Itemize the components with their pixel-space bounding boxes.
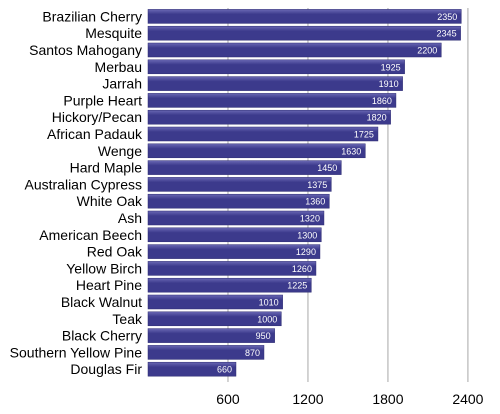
category-label: Teak: [112, 311, 143, 327]
bar: [147, 244, 321, 259]
value-label: 1260: [292, 264, 312, 274]
value-label: 2200: [417, 46, 437, 56]
value-label: 1360: [305, 197, 325, 207]
value-label: 2350: [437, 12, 457, 22]
category-label: Purple Heart: [63, 92, 142, 108]
bar: [147, 59, 405, 75]
value-label: 1300: [297, 230, 317, 240]
x-axis-tick-labels: 600 1200 1800 2400: [216, 391, 483, 407]
category-label: African Padauk: [47, 126, 143, 142]
value-label: 870: [245, 348, 260, 358]
bar: [147, 311, 282, 327]
category-label: American Beech: [39, 227, 142, 243]
category-label: Black Walnut: [61, 294, 142, 310]
bar: [147, 109, 391, 125]
category-label: Southern Yellow Pine: [10, 344, 143, 360]
bar: [147, 361, 237, 377]
bar: [147, 177, 332, 192]
category-label: Merbau: [95, 59, 142, 75]
bars: [147, 9, 462, 377]
bar: [147, 25, 461, 41]
bar: [147, 328, 275, 343]
category-label: Red Oak: [87, 244, 143, 260]
x-tick-label: 600: [216, 391, 240, 407]
category-label: White Oak: [77, 193, 143, 209]
category-label: Black Cherry: [62, 328, 142, 344]
category-label: Yellow Birch: [66, 260, 142, 276]
category-label: Mesquite: [85, 25, 142, 41]
value-label: 1820: [367, 113, 387, 123]
bar: [147, 210, 325, 226]
bar: [147, 126, 379, 142]
bar: [147, 277, 312, 293]
bar: [147, 143, 366, 159]
bar: [147, 193, 330, 209]
value-label: 1375: [307, 180, 327, 190]
category-label: Heart Pine: [76, 277, 142, 293]
value-label: 1925: [381, 62, 401, 72]
category-label: Australian Cypress: [25, 176, 143, 192]
value-label: 1860: [372, 96, 392, 106]
value-label: 1010: [259, 298, 279, 308]
value-label: 660: [217, 365, 232, 375]
category-label: Wenge: [98, 143, 142, 159]
bar: [147, 76, 403, 91]
value-label: 1630: [341, 146, 361, 156]
value-label: 1725: [354, 130, 374, 140]
category-label: Jarrah: [102, 76, 142, 92]
bar: [147, 227, 322, 243]
value-label: 1320: [300, 214, 320, 224]
value-label: 1910: [379, 79, 399, 89]
x-tick-label: 2400: [452, 391, 483, 407]
bar: [147, 93, 397, 108]
value-label: 950: [256, 331, 271, 341]
category-label: Santos Mahogany: [29, 42, 142, 58]
category-label: Douglas Fir: [70, 361, 142, 377]
x-tick-label: 1200: [292, 391, 323, 407]
x-tick-label: 1800: [372, 391, 403, 407]
bar: [147, 261, 317, 276]
bar: [147, 42, 442, 58]
bar: [147, 294, 283, 310]
bar: [147, 160, 342, 175]
bar: [147, 345, 265, 360]
value-label: 1000: [257, 314, 277, 324]
value-label: 1225: [287, 281, 307, 291]
category-label: Brazilian Cherry: [42, 8, 142, 24]
category-label: Ash: [118, 210, 142, 226]
bar: [147, 9, 462, 24]
value-label: 1290: [296, 247, 316, 257]
value-label: 1450: [317, 163, 337, 173]
category-label: Hickory/Pecan: [52, 109, 142, 125]
value-label: 2345: [437, 29, 457, 39]
category-label: Hard Maple: [70, 160, 143, 176]
